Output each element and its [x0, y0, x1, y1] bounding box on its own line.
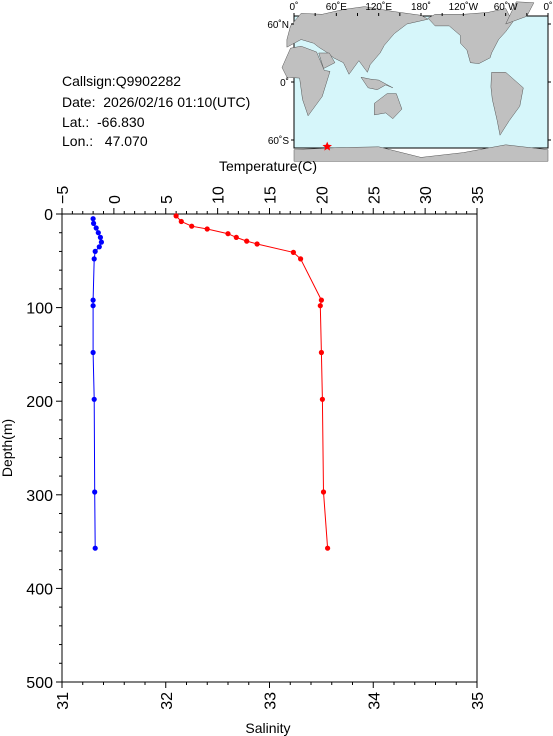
latitude-label: Lat.: -66.830: [62, 114, 145, 130]
temperature-data-point: [96, 244, 102, 250]
map-latitude-label: 60˚N: [267, 19, 289, 31]
depth-axis-label: Depth(m): [0, 419, 15, 477]
salinity-data-point: [320, 489, 327, 495]
temperature-data-point: [92, 489, 98, 495]
salinity-data-point: [233, 234, 239, 240]
map-landmass: [360, 76, 393, 90]
temperature-data-point: [90, 216, 96, 222]
map-longitude-label: 120˚W: [449, 1, 479, 13]
depth-tick-label: 0: [44, 207, 53, 224]
temperature-data-point: [90, 303, 96, 309]
salinity-data-point: [189, 223, 195, 229]
salinity-data-point: [244, 238, 250, 244]
map-longitude-label: 60˚W: [494, 1, 518, 13]
temperature-tick-label: 30: [418, 186, 435, 204]
salinity-tick-label: 34: [366, 692, 383, 710]
salinity-tick-label: 35: [470, 692, 487, 710]
temperature-tick-label: 15: [263, 186, 280, 204]
temperature-tick-label: −5: [55, 186, 72, 204]
temperature-axis-label: Temperature(C): [219, 158, 317, 174]
map-longitude-label: 60˚E: [326, 1, 347, 13]
temperature-data-point: [93, 225, 99, 231]
salinity-data-point: [290, 249, 296, 255]
temperature-data-point: [92, 545, 98, 551]
temperature-data-point: [92, 248, 98, 254]
temperature-data-point: [97, 234, 103, 240]
temperature-data-point: [90, 349, 96, 356]
depth-tick-label: 400: [26, 581, 53, 598]
salinity-axis-label: Salinity: [245, 720, 290, 736]
temperature-tick-label: 0: [107, 195, 124, 204]
salinity-tick-label: 32: [159, 692, 176, 710]
map-frame: [291, 13, 551, 141]
depth-tick-label: 200: [26, 394, 53, 411]
salinity-data-point: [254, 241, 260, 247]
salinity-data-point: [318, 349, 324, 356]
salinity-data-point: [173, 213, 179, 219]
callsign-label: Callsign:Q9902282: [62, 73, 182, 89]
map-landmass: [318, 52, 336, 69]
salinity-data-point: [318, 297, 324, 303]
salinity-data-point: [317, 303, 323, 309]
map-landmass: [427, 8, 513, 64]
temperature-data-point: [95, 230, 101, 236]
map-landmass: [505, 1, 535, 25]
salinity-data-point: [325, 545, 331, 551]
depth-tick-label: 300: [26, 488, 53, 505]
map-landmass: [293, 144, 549, 162]
temperature-data-point: [91, 256, 97, 262]
longitude-label: Lon.: 47.070: [62, 133, 148, 149]
salinity-data-point: [225, 231, 231, 237]
temperature-tick-label: 5: [159, 195, 176, 204]
salinity-data-point: [319, 396, 325, 402]
map-labels: 0˚ 60˚E 120˚E 180˚ 120˚W 60˚W 0˚60˚N0˚60˚S: [267, 1, 552, 147]
map-land: [281, 1, 549, 162]
temperature-tick-label: 25: [366, 186, 383, 204]
temperature-tick-label: 10: [211, 186, 228, 204]
map-longitude-label: 120˚E: [365, 1, 392, 13]
map-landmass: [281, 45, 331, 117]
salinity-data-point: [204, 226, 210, 232]
salinity-profile-line: [175, 215, 329, 549]
map-landmass: [374, 93, 403, 120]
temperature-data-point: [91, 396, 97, 402]
salinity-data-point: [298, 256, 304, 262]
map-longitude-label: 0˚: [544, 1, 553, 13]
map-landmass: [490, 72, 524, 136]
plot-frame: [61, 213, 478, 683]
map-latitude-label: 0˚: [280, 77, 289, 89]
salinity-tick-label: 33: [263, 692, 280, 710]
map-latitude-label: 60˚S: [268, 135, 289, 147]
temperature-tick-label: 35: [470, 186, 487, 204]
temperature-data-point: [98, 239, 104, 245]
map-longitude-label: 0˚: [290, 1, 299, 13]
star-icon: [322, 141, 332, 151]
depth-tick-label: 500: [26, 675, 53, 692]
map-longitude-label: 180˚: [411, 1, 431, 13]
salinity-tick-label: 31: [55, 692, 72, 710]
depth-tick-label: 100: [26, 301, 53, 318]
chart-series: [90, 213, 331, 551]
date-label: Date: 2026/02/16 01:10(UTC): [62, 94, 251, 110]
salinity-data-point: [178, 218, 184, 225]
temperature-tick-label: 20: [314, 186, 331, 204]
temperature-data-point: [91, 220, 97, 226]
temperature-data-point: [90, 297, 96, 303]
